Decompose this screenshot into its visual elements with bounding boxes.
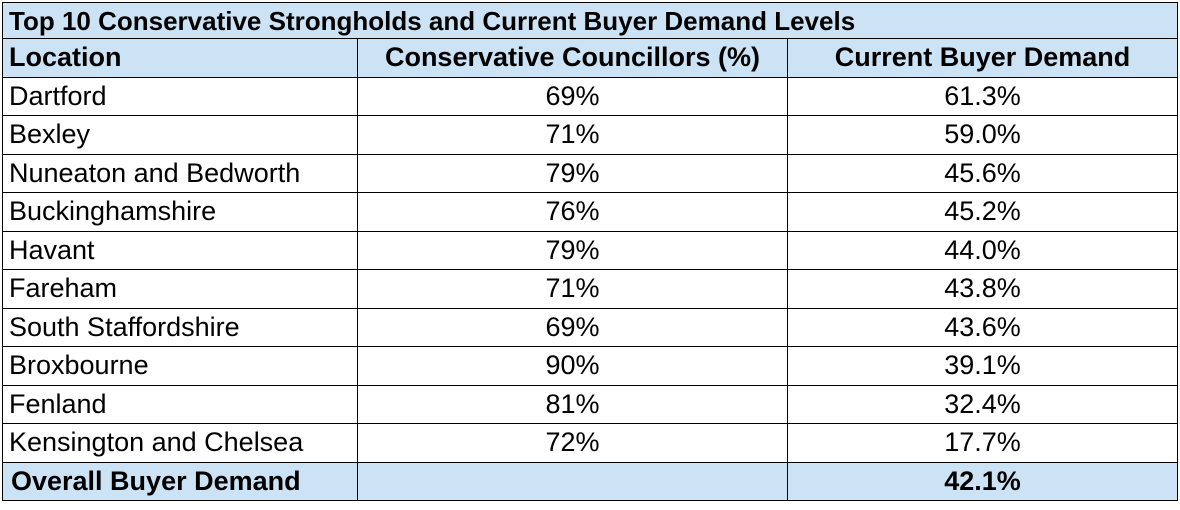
cell-demand: 43.8% [786,269,1179,309]
data-table: Top 10 Conservative Strongholds and Curr… [1,2,1179,501]
cell-location: Fareham [2,269,358,309]
table-row: Buckinghamshire 76% 45.2% [2,192,1179,232]
cell-councillors: 69% [357,76,788,116]
cell-demand: 45.6% [786,153,1179,193]
cell-demand: 61.3% [786,76,1179,116]
cell-location: Havant [2,230,358,270]
table-row: Fenland 81% 32.4% [2,384,1179,424]
cell-councillors: 79% [357,153,788,193]
cell-demand: 32.4% [786,384,1179,424]
total-row: Overall Buyer Demand 42.1% [2,461,1179,501]
cell-councillors: 90% [357,346,788,386]
cell-location: South Staffordshire [2,307,358,347]
total-councillors [357,461,788,501]
title-row: Top 10 Conservative Strongholds and Curr… [1,2,1179,39]
cell-demand: 44.0% [786,230,1179,270]
cell-location: Buckinghamshire [2,192,358,232]
cell-councillors: 71% [357,269,788,309]
cell-location: Bexley [2,115,358,155]
header-row: Location Conservative Councillors (%) Cu… [2,38,1179,78]
cell-location: Fenland [2,384,358,424]
table-row: Kensington and Chelsea 72% 17.7% [2,423,1179,463]
cell-demand: 45.2% [786,192,1179,232]
table-row: Broxbourne 90% 39.1% [2,346,1179,386]
table-row: Dartford 69% 61.3% [2,76,1179,116]
total-demand: 42.1% [786,461,1179,501]
cell-demand: 43.6% [786,307,1179,347]
table-row: Fareham 71% 43.8% [2,269,1179,309]
table-row: Nuneaton and Bedworth 79% 45.6% [2,153,1179,193]
cell-location: Nuneaton and Bedworth [2,153,358,193]
cell-councillors: 79% [357,230,788,270]
cell-councillors: 72% [357,423,788,463]
table-row: Bexley 71% 59.0% [2,115,1179,155]
table-title: Top 10 Conservative Strongholds and Curr… [1,2,1179,39]
table-row: South Staffordshire 69% 43.6% [2,307,1179,347]
cell-councillors: 81% [357,384,788,424]
table-row: Havant 79% 44.0% [2,230,1179,270]
cell-councillors: 76% [357,192,788,232]
cell-location: Kensington and Chelsea [2,423,358,463]
cell-demand: 59.0% [786,115,1179,155]
table-body: Top 10 Conservative Strongholds and Curr… [1,2,1179,501]
cell-demand: 39.1% [786,346,1179,386]
cell-demand: 17.7% [786,423,1179,463]
column-header-location: Location [2,38,358,78]
cell-councillors: 69% [357,307,788,347]
total-label: Overall Buyer Demand [2,461,358,501]
cell-location: Dartford [2,76,358,116]
cell-councillors: 71% [357,115,788,155]
column-header-demand: Current Buyer Demand [786,38,1179,78]
cell-location: Broxbourne [2,346,358,386]
column-header-councillors: Conservative Councillors (%) [357,38,788,78]
